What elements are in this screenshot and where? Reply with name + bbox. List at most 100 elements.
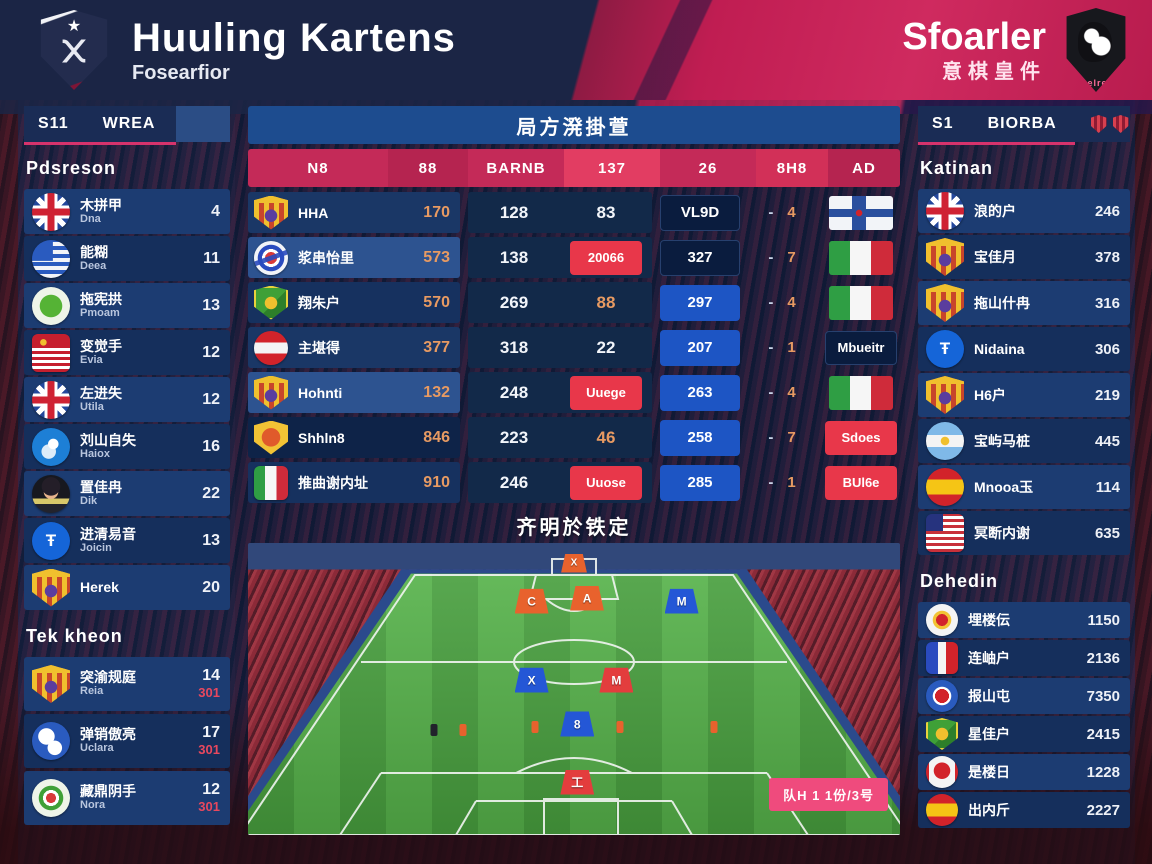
row-name-cell: HHA 170 xyxy=(248,192,460,233)
red-stripes-icon xyxy=(32,333,70,372)
row-value-2: 128 xyxy=(499,202,529,222)
player-marker[interactable]: M xyxy=(599,667,634,693)
row-value-1: 570 xyxy=(423,293,450,311)
team-name: 置佳冉 xyxy=(80,479,122,495)
row-dash-cell: -1 xyxy=(748,462,816,503)
column-header[interactable]: AD xyxy=(828,149,900,187)
team-name: 浪的户 xyxy=(974,203,1016,219)
row-flag-cell xyxy=(824,282,898,323)
list-item[interactable]: 藏鼎阴手 Nora 12 301 xyxy=(24,771,230,825)
list-item[interactable]: 置佳冉 Dik 22 xyxy=(24,471,230,516)
list-item[interactable]: 变觉手 Evia 12 xyxy=(24,330,230,375)
row-name: 翔朱户 xyxy=(298,294,340,311)
list-item[interactable]: 连岫户 2136 xyxy=(918,640,1130,676)
spain-icon xyxy=(926,468,964,506)
mini-crest-icon[interactable] xyxy=(1090,115,1107,133)
player-sprite xyxy=(616,720,624,733)
table-row[interactable]: Shhln8 846 223 46 258-7 Sdoes xyxy=(248,417,900,458)
list-item[interactable]: 左进失 Utila 12 xyxy=(24,377,230,422)
list-item[interactable]: Herek 20 xyxy=(24,565,230,610)
list-item[interactable]: 拖宪拱 Pmoam 13 xyxy=(24,283,230,328)
table-row[interactable]: HHA 170 128 83 VL9D -4 xyxy=(248,192,900,233)
row-name: 主堪得 xyxy=(298,339,340,356)
team-value: 13 xyxy=(202,296,220,314)
shield-icon xyxy=(926,284,964,322)
column-header[interactable]: BARNB xyxy=(468,149,564,187)
table-row[interactable]: 主堪得 377 318 22 207-1 Mbueitr xyxy=(248,327,900,368)
left-tab-2[interactable]: WREA xyxy=(102,115,156,132)
left-section2-title: Tek kheon xyxy=(26,626,123,646)
player-marker[interactable]: A xyxy=(570,585,605,611)
list-item[interactable]: 弹销傲亮 Uclara 17 301 xyxy=(24,714,230,768)
table-header-row: N8 88 BARNB 137 26 8H8 AD xyxy=(248,149,900,187)
row-badge: 207 xyxy=(660,329,740,366)
list-item[interactable]: 埋楼伝 1150 xyxy=(918,602,1130,638)
list-item[interactable]: 刘山自失 Haiox 16 xyxy=(24,424,230,469)
green-leaf-icon xyxy=(32,286,70,325)
list-item[interactable]: 能糊 Deea 11 xyxy=(24,236,230,281)
shield-icon xyxy=(254,195,288,230)
list-item[interactable]: 报山屯 7350 xyxy=(918,678,1130,714)
list-item[interactable]: 宝屿马桩 445 xyxy=(918,419,1130,463)
player-marker[interactable]: C xyxy=(514,588,549,614)
list-item[interactable]: H6户 219 xyxy=(918,373,1130,417)
list-item[interactable]: 木拼甲 Dna 4 xyxy=(24,189,230,234)
column-header[interactable]: N8 xyxy=(248,149,388,187)
team-name: 能糊 xyxy=(80,244,108,260)
left-sidebar: S11 WREA Pdsreson 木拼甲 Dna 4 能糊 Deea 11 拖宪拱 Pmoa… xyxy=(24,106,230,828)
team-names: 连岫户 xyxy=(968,651,1077,666)
row-dash-cell: -4 xyxy=(748,282,816,323)
row-value-2: 269 xyxy=(499,292,529,312)
list-item[interactable]: 星佳户 2415 xyxy=(918,716,1130,752)
list-item[interactable]: 是楼日 1228 xyxy=(918,754,1130,790)
table-row[interactable]: 翔朱户 570 269 88 297-4 xyxy=(248,282,900,323)
team-value: 306 xyxy=(1094,340,1120,358)
team-value: 2136 xyxy=(1086,649,1120,667)
column-header[interactable]: 8H8 xyxy=(756,149,828,187)
table-row[interactable]: 浆串怡里 573 138 20066 327-7 xyxy=(248,237,900,278)
list-item[interactable]: 浪的户 246 xyxy=(918,189,1130,233)
left-tab-1[interactable]: S11 xyxy=(38,115,69,132)
list-item[interactable]: 冥断内谢 635 xyxy=(918,511,1130,555)
list-item[interactable]: 突渝规庭 Reia 14 301 xyxy=(24,657,230,711)
team-names: 拖宪拱 Pmoam xyxy=(80,292,192,319)
right-tab-crests xyxy=(1090,115,1129,133)
row-value-2: 248 xyxy=(499,382,529,402)
left-team-list: 木拼甲 Dna 4 能糊 Deea 11 拖宪拱 Pmoam 13 变觉手 Evia 12 左进失 Uti… xyxy=(24,189,230,610)
list-item[interactable]: Mnooa玉 114 xyxy=(918,465,1130,509)
list-item[interactable]: 拖山什冉 316 xyxy=(918,281,1130,325)
column-header[interactable]: 137 xyxy=(564,149,660,187)
table-row[interactable]: 推曲谢内址 910 246 Uuose 285-1 BUl6e xyxy=(248,462,900,503)
player-marker[interactable]: X xyxy=(514,667,549,693)
column-header[interactable]: 26 xyxy=(660,149,756,187)
row-name: Hohnti xyxy=(298,384,343,401)
left-tab-inactive-area[interactable] xyxy=(176,106,230,142)
team-name: 宝屿马桩 xyxy=(974,433,1030,449)
right-tab-1[interactable]: S1 xyxy=(932,115,954,132)
team-name: Herek xyxy=(80,580,119,595)
list-item[interactable]: 宝佳月 378 xyxy=(918,235,1130,279)
team-value: 12 xyxy=(202,390,220,408)
shield-icon xyxy=(254,375,288,410)
row-value-3: Uuege xyxy=(560,375,652,410)
row-flag-cell: Mbueitr xyxy=(824,327,898,368)
flag-finland-icon xyxy=(829,195,893,230)
list-item[interactable]: 出内斤 2227 xyxy=(918,792,1130,828)
player-marker[interactable]: 8 xyxy=(560,711,595,737)
team-name: 变觉手 xyxy=(80,338,122,354)
right-tab-2[interactable]: BIORBA xyxy=(987,115,1057,132)
row-value-1: 170 xyxy=(423,203,450,221)
mini-crest-icon[interactable] xyxy=(1112,115,1129,133)
team-name: 连岫户 xyxy=(968,650,1010,666)
player-marker[interactable]: 工 xyxy=(560,769,595,795)
player-sprite xyxy=(430,723,438,736)
team-names: H6户 xyxy=(974,388,1085,403)
player-marker[interactable]: M xyxy=(664,588,699,614)
player-marker[interactable]: X xyxy=(561,553,587,573)
greece-icon xyxy=(32,239,70,278)
list-item[interactable]: Nidaina 306 xyxy=(918,327,1130,371)
column-header[interactable]: 88 xyxy=(388,149,468,187)
table-row[interactable]: Hohnti 132 248 Uuege 263-4 xyxy=(248,372,900,413)
team-value: 1228 xyxy=(1086,763,1120,781)
